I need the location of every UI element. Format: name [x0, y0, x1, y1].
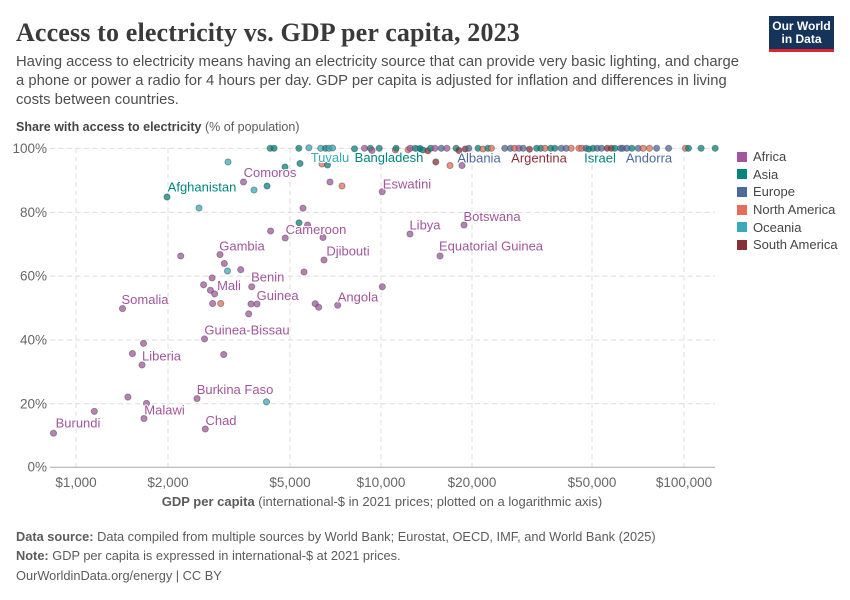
svg-text:Libya: Libya — [409, 218, 441, 233]
svg-text:Bangladesh: Bangladesh — [355, 150, 424, 165]
svg-text:0%: 0% — [27, 460, 47, 475]
svg-text:GDP per capita (international-: GDP per capita (international-$ in 2021 … — [162, 494, 603, 509]
svg-text:$5,000: $5,000 — [269, 475, 310, 490]
svg-text:Benin: Benin — [251, 270, 284, 285]
svg-text:$10,000: $10,000 — [357, 475, 406, 490]
svg-text:Equatorial Guinea: Equatorial Guinea — [439, 239, 544, 254]
svg-text:Guinea: Guinea — [257, 288, 300, 303]
svg-text:$50,000: $50,000 — [568, 475, 617, 490]
svg-text:Somalia: Somalia — [122, 292, 170, 307]
svg-text:Burundi: Burundi — [56, 416, 101, 431]
svg-text:Albania: Albania — [457, 151, 501, 166]
svg-text:Angola: Angola — [338, 290, 379, 305]
svg-text:Eswatini: Eswatini — [383, 177, 432, 192]
svg-text:Djibouti: Djibouti — [326, 244, 369, 259]
svg-text:Burkina Faso: Burkina Faso — [197, 382, 274, 397]
svg-text:Mali: Mali — [217, 278, 241, 293]
svg-text:Cameroon: Cameroon — [286, 222, 347, 237]
svg-text:100%: 100% — [12, 141, 47, 156]
svg-text:Andorra: Andorra — [626, 151, 673, 166]
svg-text:Tuvalu: Tuvalu — [311, 150, 350, 165]
svg-text:Argentina: Argentina — [511, 151, 567, 166]
svg-text:$1,000: $1,000 — [55, 475, 96, 490]
svg-text:Afghanistan: Afghanistan — [168, 180, 237, 195]
svg-text:Comoros: Comoros — [244, 165, 297, 180]
svg-text:60%: 60% — [20, 269, 47, 284]
svg-text:Israel: Israel — [584, 151, 616, 166]
svg-text:Malawi: Malawi — [144, 403, 185, 418]
svg-text:40%: 40% — [20, 333, 47, 348]
svg-text:Liberia: Liberia — [142, 349, 182, 364]
svg-text:Botswana: Botswana — [463, 209, 521, 224]
svg-text:$100,000: $100,000 — [656, 475, 712, 490]
svg-text:$2,000: $2,000 — [147, 475, 188, 490]
svg-text:Gambia: Gambia — [219, 239, 265, 254]
svg-text:20%: 20% — [20, 396, 47, 411]
svg-text:Chad: Chad — [205, 413, 236, 428]
svg-text:80%: 80% — [20, 205, 47, 220]
svg-text:$20,000: $20,000 — [448, 475, 497, 490]
svg-text:Guinea-Bissau: Guinea-Bissau — [204, 323, 289, 338]
